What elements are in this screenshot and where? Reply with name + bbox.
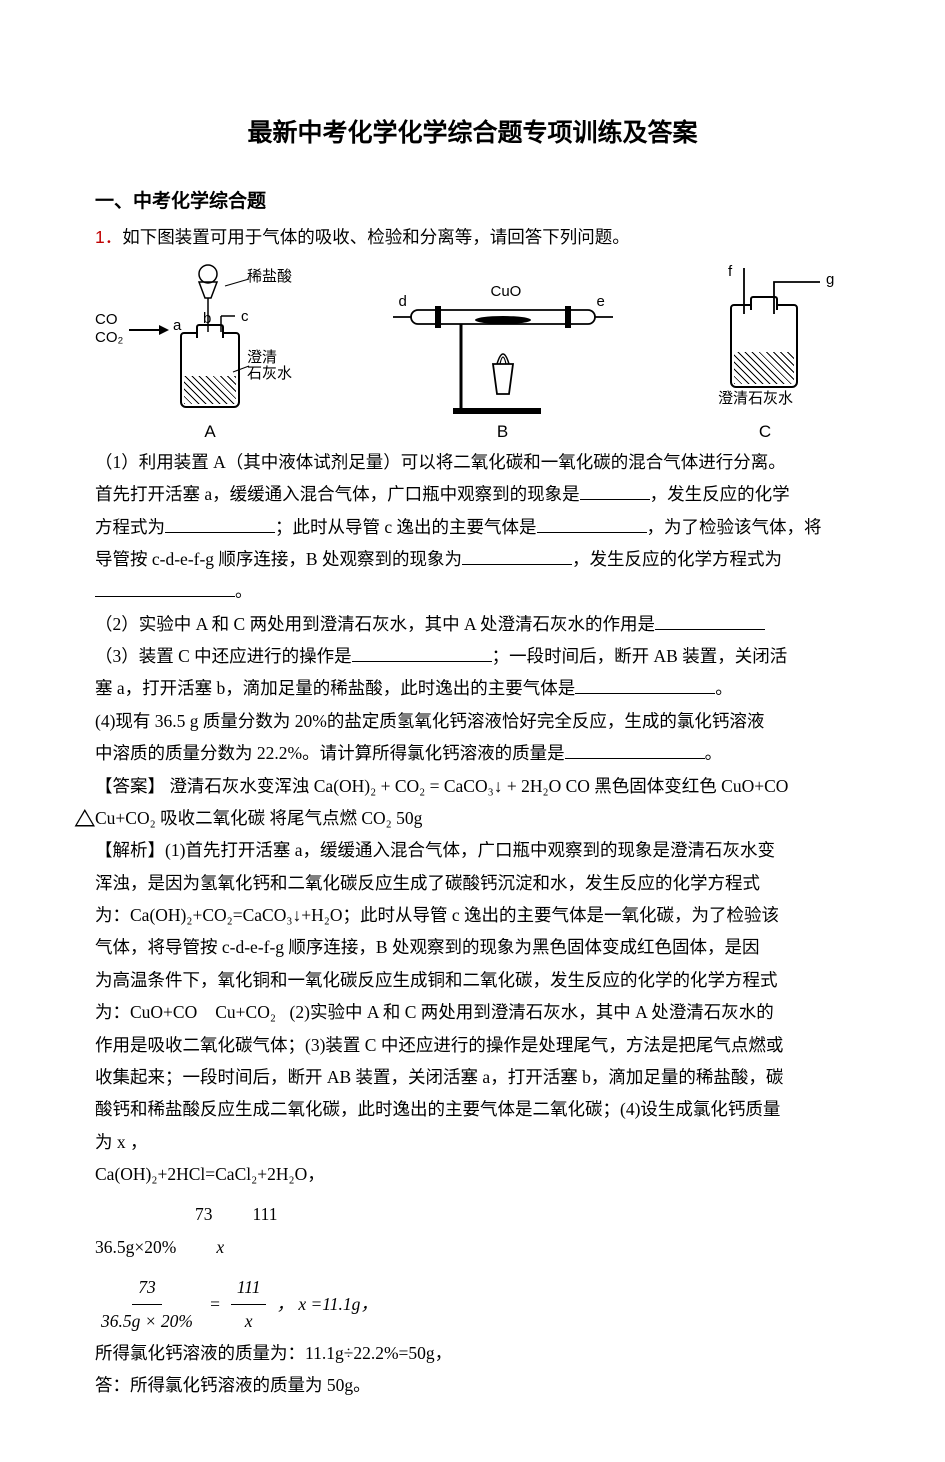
question-intro-line: 1．如下图装置可用于气体的吸收、检验和分离等，请回答下列问题。 [95, 221, 850, 253]
explain-line-1: 浑浊，是因为氢氧化钙和二氧化碳反应生成了碳酸钙沉淀和水，发生反应的化学方程式 [95, 867, 850, 899]
q1d-text1: 导管按 c-d-e-f-g 顺序连接，B 处观察到的现象为 [95, 549, 462, 569]
frac-left-num: 73 [132, 1271, 162, 1304]
answer-label: 【答案】 [95, 776, 165, 796]
q1e-text: 。 [235, 581, 253, 601]
cuo-label: CuO [491, 284, 522, 299]
port-d-label: d [399, 294, 407, 309]
limewater-label-2: 石灰水 [247, 366, 292, 383]
q1b-line: 首先打开活塞 a，缓缓通入混合气体，广口瓶中观察到的现象是 ，发生反应的化学 [95, 478, 850, 510]
explain-line-5: 为：CuO+CO ⃤Cu+CO₂；(2)实验中 A 和 C 两处用到澄清石灰水，… [95, 996, 850, 1028]
ratio-x: x [216, 1231, 224, 1263]
final-answer-line: 答：所得氯化钙溶液的质量为 50g。 [95, 1369, 850, 1401]
q1c-line: 方程式为 ；此时从导管 c 逸出的主要气体是 ，为了检验该气体，将 [95, 511, 850, 543]
blank-gas-c [537, 514, 647, 533]
frac-left-den: 36.5g × 20% [95, 1305, 199, 1337]
explain-line-6: 作用是吸收二氧化碳气体；(3)装置 C 中还应进行的操作是处理尾气，方法是把尾气… [95, 1029, 850, 1061]
inlet-gas-co2: CO₂ [95, 330, 123, 345]
q1b-text2: ，发生反应的化学 [650, 484, 790, 504]
caption-a: A [95, 423, 325, 440]
q1d-line: 导管按 c-d-e-f-g 顺序连接，B 处观察到的现象为 ，发生反应的化学方程式… [95, 543, 850, 575]
fraction-left: 73 36.5g × 20% [95, 1271, 199, 1337]
q1d-text2: ，发生反应的化学方程式为 [572, 549, 782, 569]
q3-text4: 。 [715, 678, 733, 698]
explain-line-8: 酸钙和稀盐酸反应生成二氧化碳，此时逸出的主要气体是二氧化碳；(4)设生成氯化钙质… [95, 1093, 850, 1125]
port-b-label: b [203, 311, 211, 326]
port-f-label: f [728, 264, 732, 279]
q1-line: （1）利用装置 A（其中液体试剂足量）可以将二氧化碳和一氧化碳的混合气体进行分离… [95, 446, 850, 478]
q3-text3: 塞 a，打开活塞 b，滴加足量的稀盐酸，此时逸出的主要气体是 [95, 678, 575, 698]
blank-gas-out [575, 676, 715, 695]
inlet-gas-co: CO [95, 312, 118, 327]
explanation-block: 【解析】(1)首先打开活塞 a，缓缓通入混合气体，广口瓶中观察到的现象是澄清石灰… [95, 834, 850, 866]
ratio-111: 111 [253, 1198, 278, 1230]
apparatus-b: d e CuO B [393, 264, 613, 440]
q1e-line: 。 [95, 575, 850, 607]
blank-operation-c [352, 644, 492, 663]
reagent-hcl-label: 稀盐酸 [247, 270, 292, 285]
equation-line: Ca(OH)₂+2HCl=CaCl₂+2H₂O， [95, 1158, 850, 1190]
port-e-label: e [597, 294, 605, 309]
caption-c: C [680, 423, 850, 440]
apparatus-c: f g 澄清石灰水 C [680, 264, 850, 440]
explain-line-9: 为 x ， [95, 1126, 850, 1158]
fraction-right: 111 x [231, 1271, 267, 1337]
q4-line2: 中溶质的质量分数为 22.2%。请计算所得氯化钙溶液的质量是 。 [95, 737, 850, 769]
q1c-text3: ，为了检验该气体，将 [647, 517, 822, 537]
explain-line-3: 气体，将导管按 c-d-e-f-g 顺序连接，B 处观察到的现象为黑色固体变成红… [95, 931, 850, 963]
port-c-label: c [241, 309, 249, 324]
explain-label: 【解析】 [95, 840, 165, 860]
question-number: 1． [95, 227, 122, 247]
q3-line1: （3）装置 C 中还应进行的操作是 ；一段时间后，断开 AB 装置，关闭活 [95, 640, 850, 672]
question-intro: 如下图装置可用于气体的吸收、检验和分离等，请回答下列问题。 [122, 227, 630, 247]
blank-equation-a [165, 514, 275, 533]
q2-text: （2）实验中 A 和 C 两处用到澄清石灰水，其中 A 处澄清石灰水的作用是 [95, 614, 655, 634]
q3-text1: （3）装置 C 中还应进行的操作是 [95, 646, 352, 666]
blank-function-a [655, 611, 765, 630]
equals-sign: = [209, 1288, 221, 1320]
q3-line2: 塞 a，打开活塞 b，滴加足量的稀盐酸，此时逸出的主要气体是 。 [95, 672, 850, 704]
blank-phenomenon-b [462, 546, 572, 565]
q4-text2: 。 [705, 743, 723, 763]
frac-right-num: 111 [231, 1271, 267, 1304]
explain-line-0: (1)首先打开活塞 a，缓缓通入混合气体，广口瓶中观察到的现象是澄清石灰水变 [165, 840, 775, 860]
result-mass-line: 所得氯化钙溶液的质量为：11.1g÷22.2%=50g， [95, 1337, 850, 1369]
q4-line1: (4)现有 36.5 g 质量分数为 20%的盐定质氢氧化钙溶液恰好完全反应，生… [95, 705, 850, 737]
frac-right-den: x [239, 1305, 259, 1337]
q4-text1: 中溶质的质量分数为 22.2%。请计算所得氯化钙溶液的质量是 [95, 743, 565, 763]
page-title: 最新中考化学化学综合题专项训练及答案 [95, 110, 850, 156]
explain-line-2: 为：Ca(OH)₂+CO₂=CaCO₃↓+H₂O；此时从导管 c 逸出的主要气体… [95, 899, 850, 931]
stoichiometry-ratios: 73 111 36.5g×20% x [95, 1198, 850, 1263]
q1c-text2: ；此时从导管 c 逸出的主要气体是 [275, 517, 537, 537]
apparatus-diagrams: CO CO₂ a b c 稀盐酸 澄清 石灰水 [95, 264, 850, 440]
section-heading: 一、中考化学综合题 [95, 184, 850, 219]
q3-text2: ；一段时间后，断开 AB 装置，关闭活 [492, 646, 788, 666]
q2-line: （2）实验中 A 和 C 两处用到澄清石灰水，其中 A 处澄清石灰水的作用是 [95, 608, 850, 640]
answer-text: 澄清石灰水变浑浊 Ca(OH)₂ + CO₂ = CaCO₃↓ + 2H₂O C… [95, 776, 788, 828]
port-g-label: g [826, 272, 834, 287]
x-result: ， x =11.1g， [276, 1288, 377, 1320]
ratio-73: 73 [195, 1198, 213, 1230]
q1c-text1: 方程式为 [95, 517, 165, 537]
blank-equation-b [95, 579, 235, 598]
answer-block: 【答案】 澄清石灰水变浑浊 Ca(OH)₂ + CO₂ = CaCO₃↓ + 2… [95, 770, 850, 835]
blank-phenomenon-a [580, 482, 650, 501]
explain-line-7: 收集起来；一段时间后，断开 AB 装置，关闭活塞 a，打开活塞 b，滴加足量的稀… [95, 1061, 850, 1093]
caption-b: B [393, 423, 613, 440]
q1b-text1: 首先打开活塞 a，缓缓通入混合气体，广口瓶中观察到的现象是 [95, 484, 580, 504]
apparatus-a: CO CO₂ a b c 稀盐酸 澄清 石灰水 [95, 264, 325, 440]
limewater-label-1: 澄清 [247, 350, 292, 367]
explain-line-4: 为高温条件下，氧化铜和一氧化碳反应生成铜和二氧化碳，发生反应的化学的化学方程式 [95, 964, 850, 996]
blank-mass [565, 741, 705, 760]
port-a-label: a [173, 318, 181, 333]
limewater-c-label: 澄清石灰水 [718, 392, 793, 407]
fraction-equation: 73 36.5g × 20% = 111 x ， x =11.1g， [95, 1271, 850, 1337]
ratio-mass: 36.5g×20% [95, 1231, 176, 1263]
